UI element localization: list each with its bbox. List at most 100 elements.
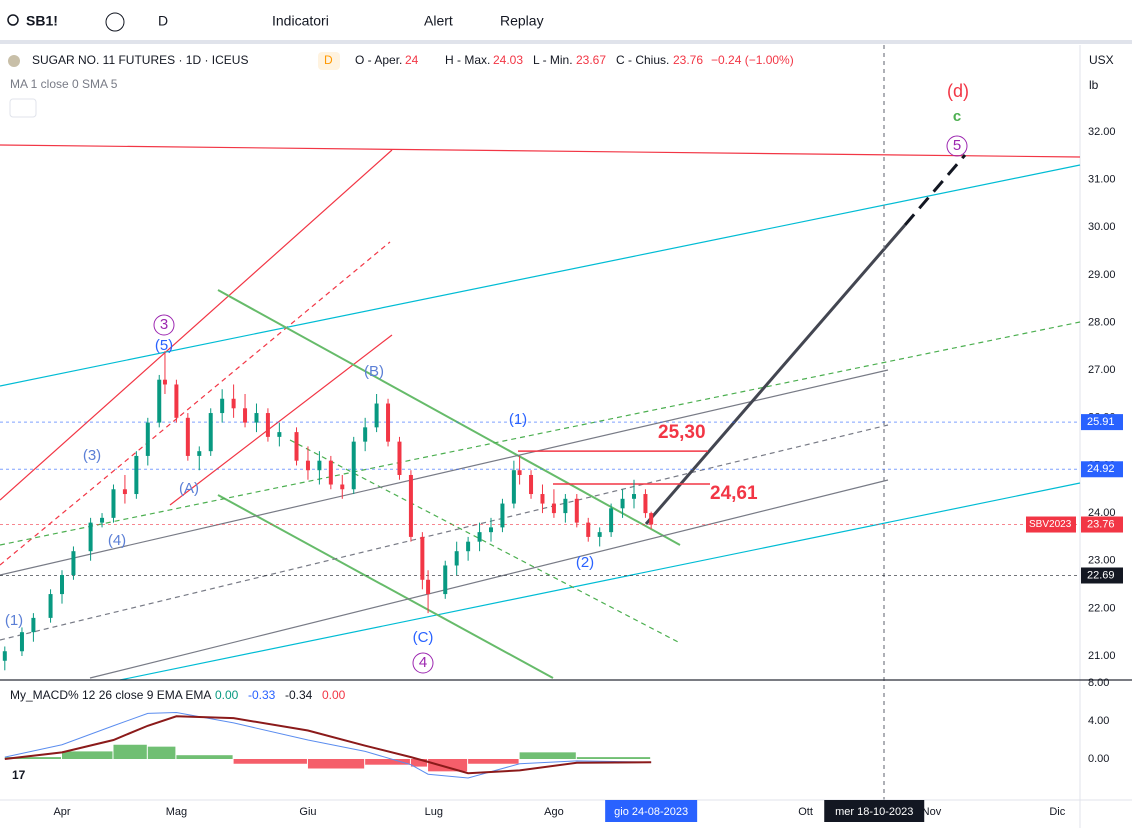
x-tick-label: Ott <box>798 806 813 818</box>
candle-body <box>489 527 493 533</box>
candle-body <box>408 474 413 537</box>
candle-body <box>265 413 270 437</box>
macd-hist <box>62 751 113 759</box>
candle-body <box>551 503 556 514</box>
price-tag <box>1081 414 1123 431</box>
series-tag-label: SBV2023 <box>1029 519 1072 530</box>
candle-body <box>426 579 431 595</box>
macd-legend: My_MACD% 12 26 close 9 EMA EMA <box>10 688 211 702</box>
series-tag <box>1026 516 1076 533</box>
wave: (1) <box>5 612 23 629</box>
candle-body <box>328 460 333 485</box>
macd-hist <box>410 759 428 767</box>
candle-body <box>374 403 379 428</box>
candle-body <box>643 494 648 514</box>
interval[interactable]: D <box>158 13 168 29</box>
candle-body <box>317 460 322 471</box>
candle-body <box>71 551 76 576</box>
macd-legend-value: 0.00 <box>322 688 346 702</box>
x-tick-label: Nov <box>922 806 942 818</box>
currency[interactable]: USX <box>1089 53 1114 67</box>
candle-body <box>185 417 190 456</box>
wave: (3) <box>83 447 101 464</box>
candle-body <box>88 522 93 552</box>
candle-body <box>174 384 179 418</box>
macd-hist <box>176 755 233 759</box>
candle-body <box>649 513 654 525</box>
x-tick-label: Apr <box>53 806 70 818</box>
wave: (B) <box>364 363 384 380</box>
candle-body <box>111 489 116 518</box>
wave: (d) <box>947 81 969 101</box>
macd-hist <box>468 759 519 764</box>
wave: 5 <box>953 137 961 154</box>
candle-body <box>511 470 516 504</box>
candle-body <box>243 408 248 423</box>
ma-legend: MA 1 close 0 SMA 5 <box>10 77 118 91</box>
candle-body <box>208 413 213 452</box>
candle-body <box>443 565 448 595</box>
wave: (2) <box>576 554 594 571</box>
candle-body <box>397 441 402 475</box>
cursor-date-label: mer 18-10-2023 <box>835 806 913 818</box>
candle-body <box>574 498 579 523</box>
x-tick-label: Mag <box>166 806 187 818</box>
wave-labels: (d) c 5 3 (5) (3) (4) (1) (A) (B) (C) 4 … <box>5 81 969 674</box>
y-tick-label: 29.00 <box>1088 269 1116 281</box>
y-tick-label: 21.00 <box>1088 650 1116 662</box>
macd-hist <box>307 759 365 769</box>
y-tick-label: 22.00 <box>1088 602 1116 614</box>
candle-body <box>197 451 202 456</box>
candle-body <box>466 541 471 552</box>
macd-hist <box>147 746 176 759</box>
candle-body <box>145 422 150 456</box>
level-label: 24,61 <box>710 483 758 504</box>
toolbar <box>0 0 1132 42</box>
cursor-date <box>824 800 925 822</box>
candle-body <box>500 503 505 528</box>
unit[interactable]: lb <box>1089 78 1099 92</box>
c-label: C - Chius. <box>616 53 669 67</box>
o-value: 24 <box>405 53 419 67</box>
level-label: 25,30 <box>658 422 706 443</box>
candle-body <box>620 498 625 509</box>
wave: (1) <box>509 411 527 428</box>
candle-body <box>454 551 459 566</box>
symbol[interactable]: SB1! <box>26 13 58 29</box>
macd-hist <box>576 757 651 759</box>
x-tick-label: Ago <box>544 806 564 818</box>
candle-body <box>563 498 568 514</box>
y-tick-label: 31.00 <box>1088 174 1116 186</box>
alert[interactable]: Alert <box>424 13 453 29</box>
macd-hist <box>113 744 147 759</box>
candle-body <box>162 379 167 385</box>
h-value: 24.03 <box>493 53 523 67</box>
candle-body <box>529 474 534 495</box>
candle-body <box>363 427 368 442</box>
price-tag-label: 25.91 <box>1087 416 1115 428</box>
change: −0.24 (−1.00%) <box>711 53 794 67</box>
macd-tick-label: 4.00 <box>1088 715 1109 727</box>
price-tag-label: 23.76 <box>1087 518 1115 530</box>
y-tick-label: 24.00 <box>1088 507 1116 519</box>
y-tick-label: 28.00 <box>1088 316 1116 328</box>
macd-hist <box>365 759 410 765</box>
candle-body <box>517 470 522 475</box>
y-tick-label: 27.00 <box>1088 364 1116 376</box>
replay[interactable]: Replay <box>500 13 544 29</box>
macd-legend-value: -0.34 <box>285 688 313 702</box>
wave: 4 <box>419 654 427 671</box>
candle-body <box>220 398 225 414</box>
candle-body <box>277 432 282 437</box>
candle-body <box>420 536 425 580</box>
wave: (5) <box>155 337 173 354</box>
svg-text:17: 17 <box>12 768 26 782</box>
candle-body <box>48 594 53 618</box>
macd-legend-value: 0.00 <box>215 688 239 702</box>
indicators[interactable]: Indicatori <box>272 13 329 29</box>
price-tag-label: 24.92 <box>1087 463 1115 475</box>
candle-body <box>2 651 7 661</box>
c-value: 23.76 <box>673 53 703 67</box>
wave: (C) <box>413 629 434 646</box>
x-tick-label: Giu <box>299 806 316 818</box>
